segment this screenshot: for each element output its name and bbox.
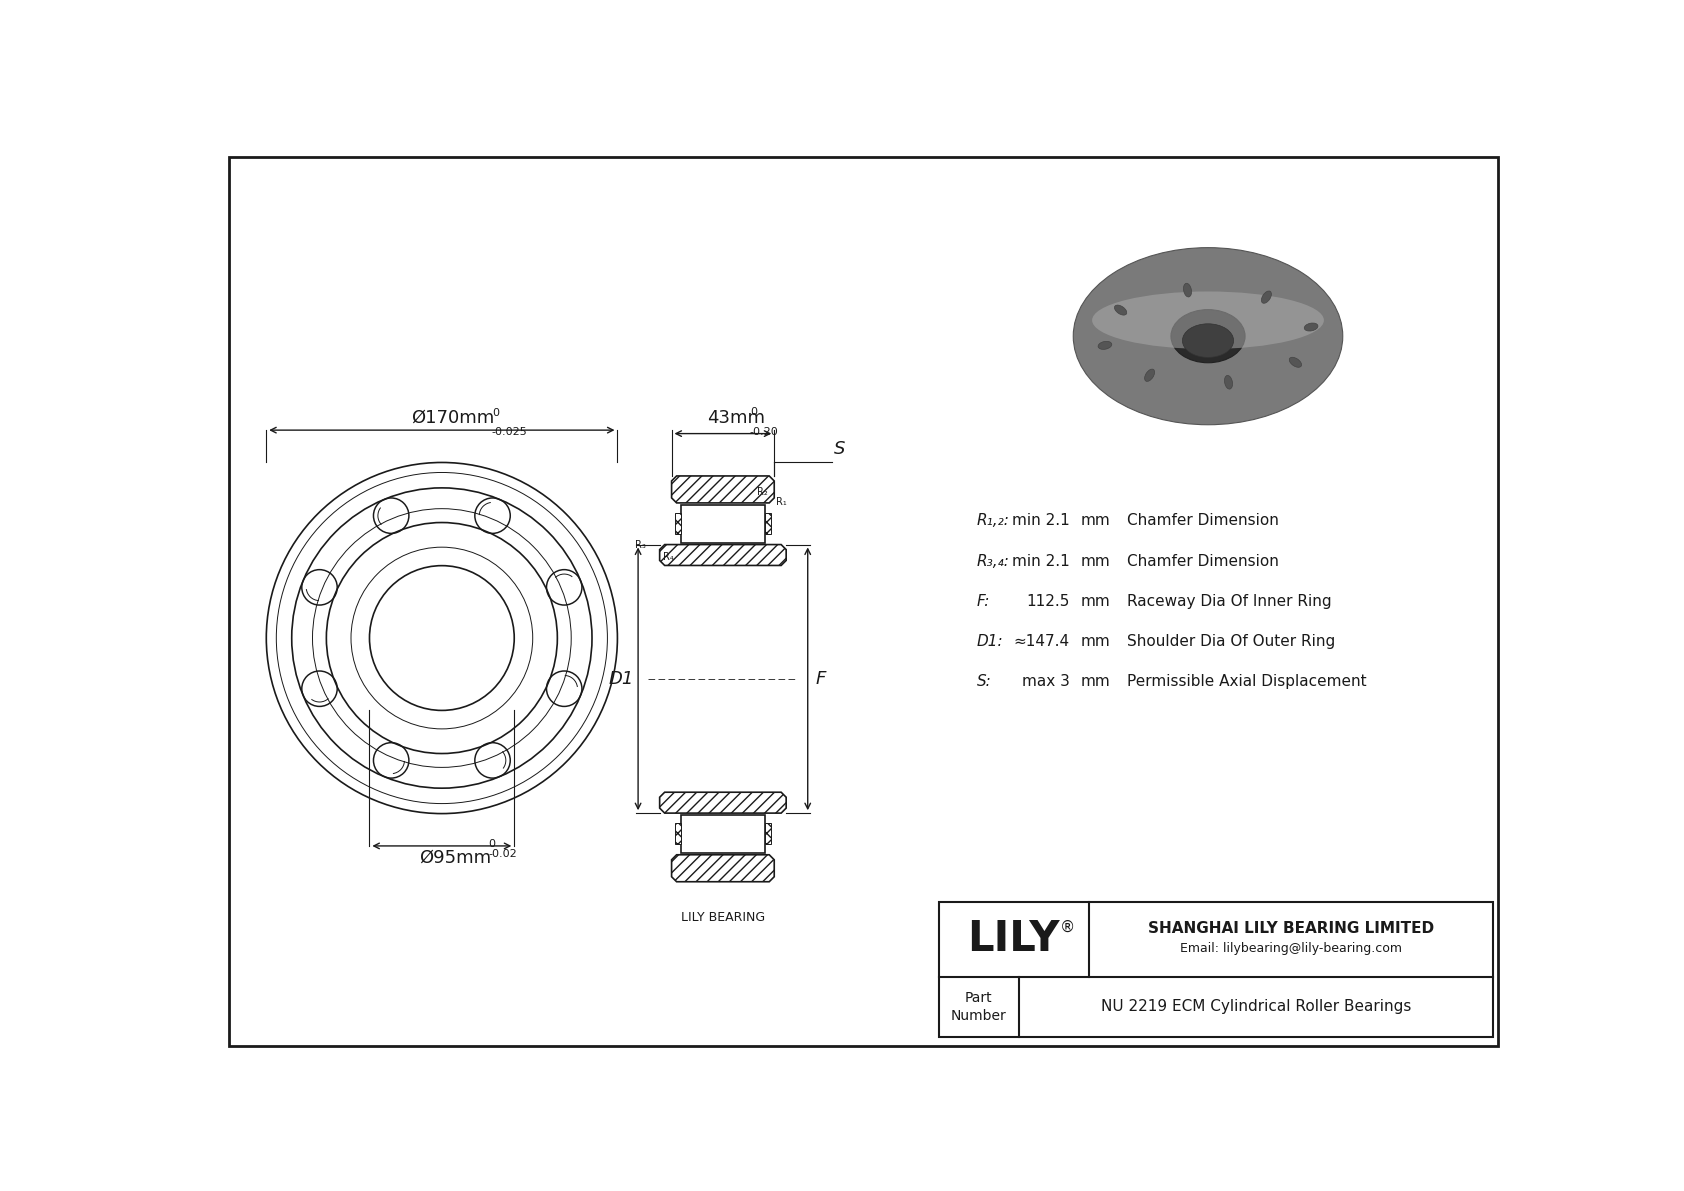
Text: Chamfer Dimension: Chamfer Dimension [1127,513,1280,529]
Text: F:: F: [977,593,990,609]
Text: R₃: R₃ [635,540,645,550]
Text: R₁: R₁ [776,497,786,506]
Polygon shape [672,476,775,503]
Text: R₃,₄:: R₃,₄: [977,554,1010,568]
Text: mm: mm [1081,593,1111,609]
Bar [680,815,765,853]
Text: 43mm: 43mm [707,410,766,428]
Bar [680,505,765,543]
Ellipse shape [1098,342,1111,349]
Ellipse shape [1290,357,1302,367]
Polygon shape [660,544,786,566]
Ellipse shape [1073,248,1342,425]
Text: 0: 0 [492,407,498,418]
Ellipse shape [1182,324,1234,357]
Polygon shape [672,855,775,881]
Text: SHANGHAI LILY BEARING LIMITED: SHANGHAI LILY BEARING LIMITED [1148,921,1433,936]
Text: Email: lilybearing@lily-bearing.com: Email: lilybearing@lily-bearing.com [1180,942,1401,955]
Text: Shoulder Dia Of Outer Ring: Shoulder Dia Of Outer Ring [1127,634,1335,649]
Text: mm: mm [1081,674,1111,688]
Ellipse shape [1184,283,1192,297]
Bar [938,902,1494,1037]
Ellipse shape [1115,305,1127,316]
Text: S:: S: [977,674,992,688]
Text: min 2.1: min 2.1 [1012,554,1069,568]
Text: R₂: R₂ [758,487,768,497]
Text: NU 2219 ECM Cylindrical Roller Bearings: NU 2219 ECM Cylindrical Roller Bearings [1101,999,1411,1015]
Text: ®: ® [1061,919,1076,935]
Text: Chamfer Dimension: Chamfer Dimension [1127,554,1280,568]
Bar [765,823,771,844]
Text: D1: D1 [610,669,635,688]
Ellipse shape [1261,291,1271,304]
Text: 0: 0 [488,838,495,849]
Text: -0.025: -0.025 [492,428,527,437]
Text: F: F [815,669,825,688]
Text: Part
Number: Part Number [951,991,1007,1023]
Text: D1:: D1: [977,634,1004,649]
Text: ≈147.4: ≈147.4 [1014,634,1069,649]
Text: 0: 0 [749,406,756,417]
Ellipse shape [1224,375,1233,389]
Text: 112.5: 112.5 [1026,593,1069,609]
Text: Ø95mm: Ø95mm [419,849,490,867]
Ellipse shape [1303,323,1319,331]
Text: -0.02: -0.02 [488,849,517,859]
Text: R₄: R₄ [663,553,674,562]
Text: max 3: max 3 [1022,674,1069,688]
Ellipse shape [1093,292,1324,349]
Text: S: S [834,439,845,459]
Text: mm: mm [1081,554,1111,568]
Text: Ø170mm: Ø170mm [411,409,495,428]
Text: -0.20: -0.20 [749,428,778,437]
Bar [765,513,771,535]
Text: mm: mm [1081,634,1111,649]
Text: Permissible Axial Displacement: Permissible Axial Displacement [1127,674,1367,688]
Text: min 2.1: min 2.1 [1012,513,1069,529]
Text: R₁,₂:: R₁,₂: [977,513,1010,529]
Ellipse shape [1145,369,1155,381]
Text: Raceway Dia Of Inner Ring: Raceway Dia Of Inner Ring [1127,593,1332,609]
Text: mm: mm [1081,513,1111,529]
Text: LILY BEARING: LILY BEARING [680,911,765,924]
Ellipse shape [1170,310,1244,363]
Bar [675,823,680,844]
Text: LILY: LILY [967,918,1059,960]
Bar [675,513,680,535]
Polygon shape [660,792,786,813]
